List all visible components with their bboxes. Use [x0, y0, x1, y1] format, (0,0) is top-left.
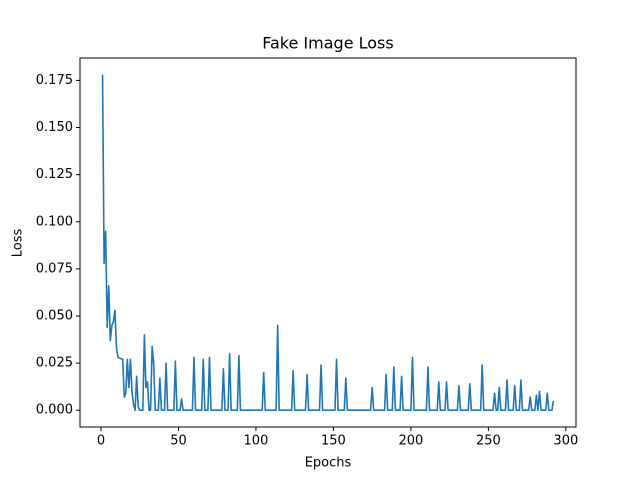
x-tick-label: 150 — [321, 434, 346, 449]
x-tick-label: 250 — [476, 434, 501, 449]
x-axis-label: Epochs — [305, 456, 352, 471]
x-tick-label: 50 — [170, 434, 187, 449]
y-tick-label: 0.150 — [36, 120, 73, 135]
x-tick-label: 0 — [97, 434, 105, 449]
y-tick-label: 0.125 — [36, 167, 73, 182]
y-tick-label: 0.075 — [36, 261, 73, 276]
plot-frame — [79, 57, 577, 428]
y-tick-label: 0.100 — [36, 214, 73, 229]
x-tick-label: 100 — [244, 434, 269, 449]
x-tick-label: 200 — [398, 434, 423, 449]
chart-title: Fake Image Loss — [262, 34, 393, 53]
y-tick-label: 0.175 — [36, 73, 73, 88]
y-tick-label: 0.000 — [36, 403, 73, 418]
y-axis-label: Loss — [11, 229, 26, 258]
x-tick-label: 300 — [553, 434, 578, 449]
y-tick-label: 0.025 — [36, 356, 73, 371]
line — [101, 74, 555, 412]
y-tick-label: 0.050 — [36, 308, 73, 323]
